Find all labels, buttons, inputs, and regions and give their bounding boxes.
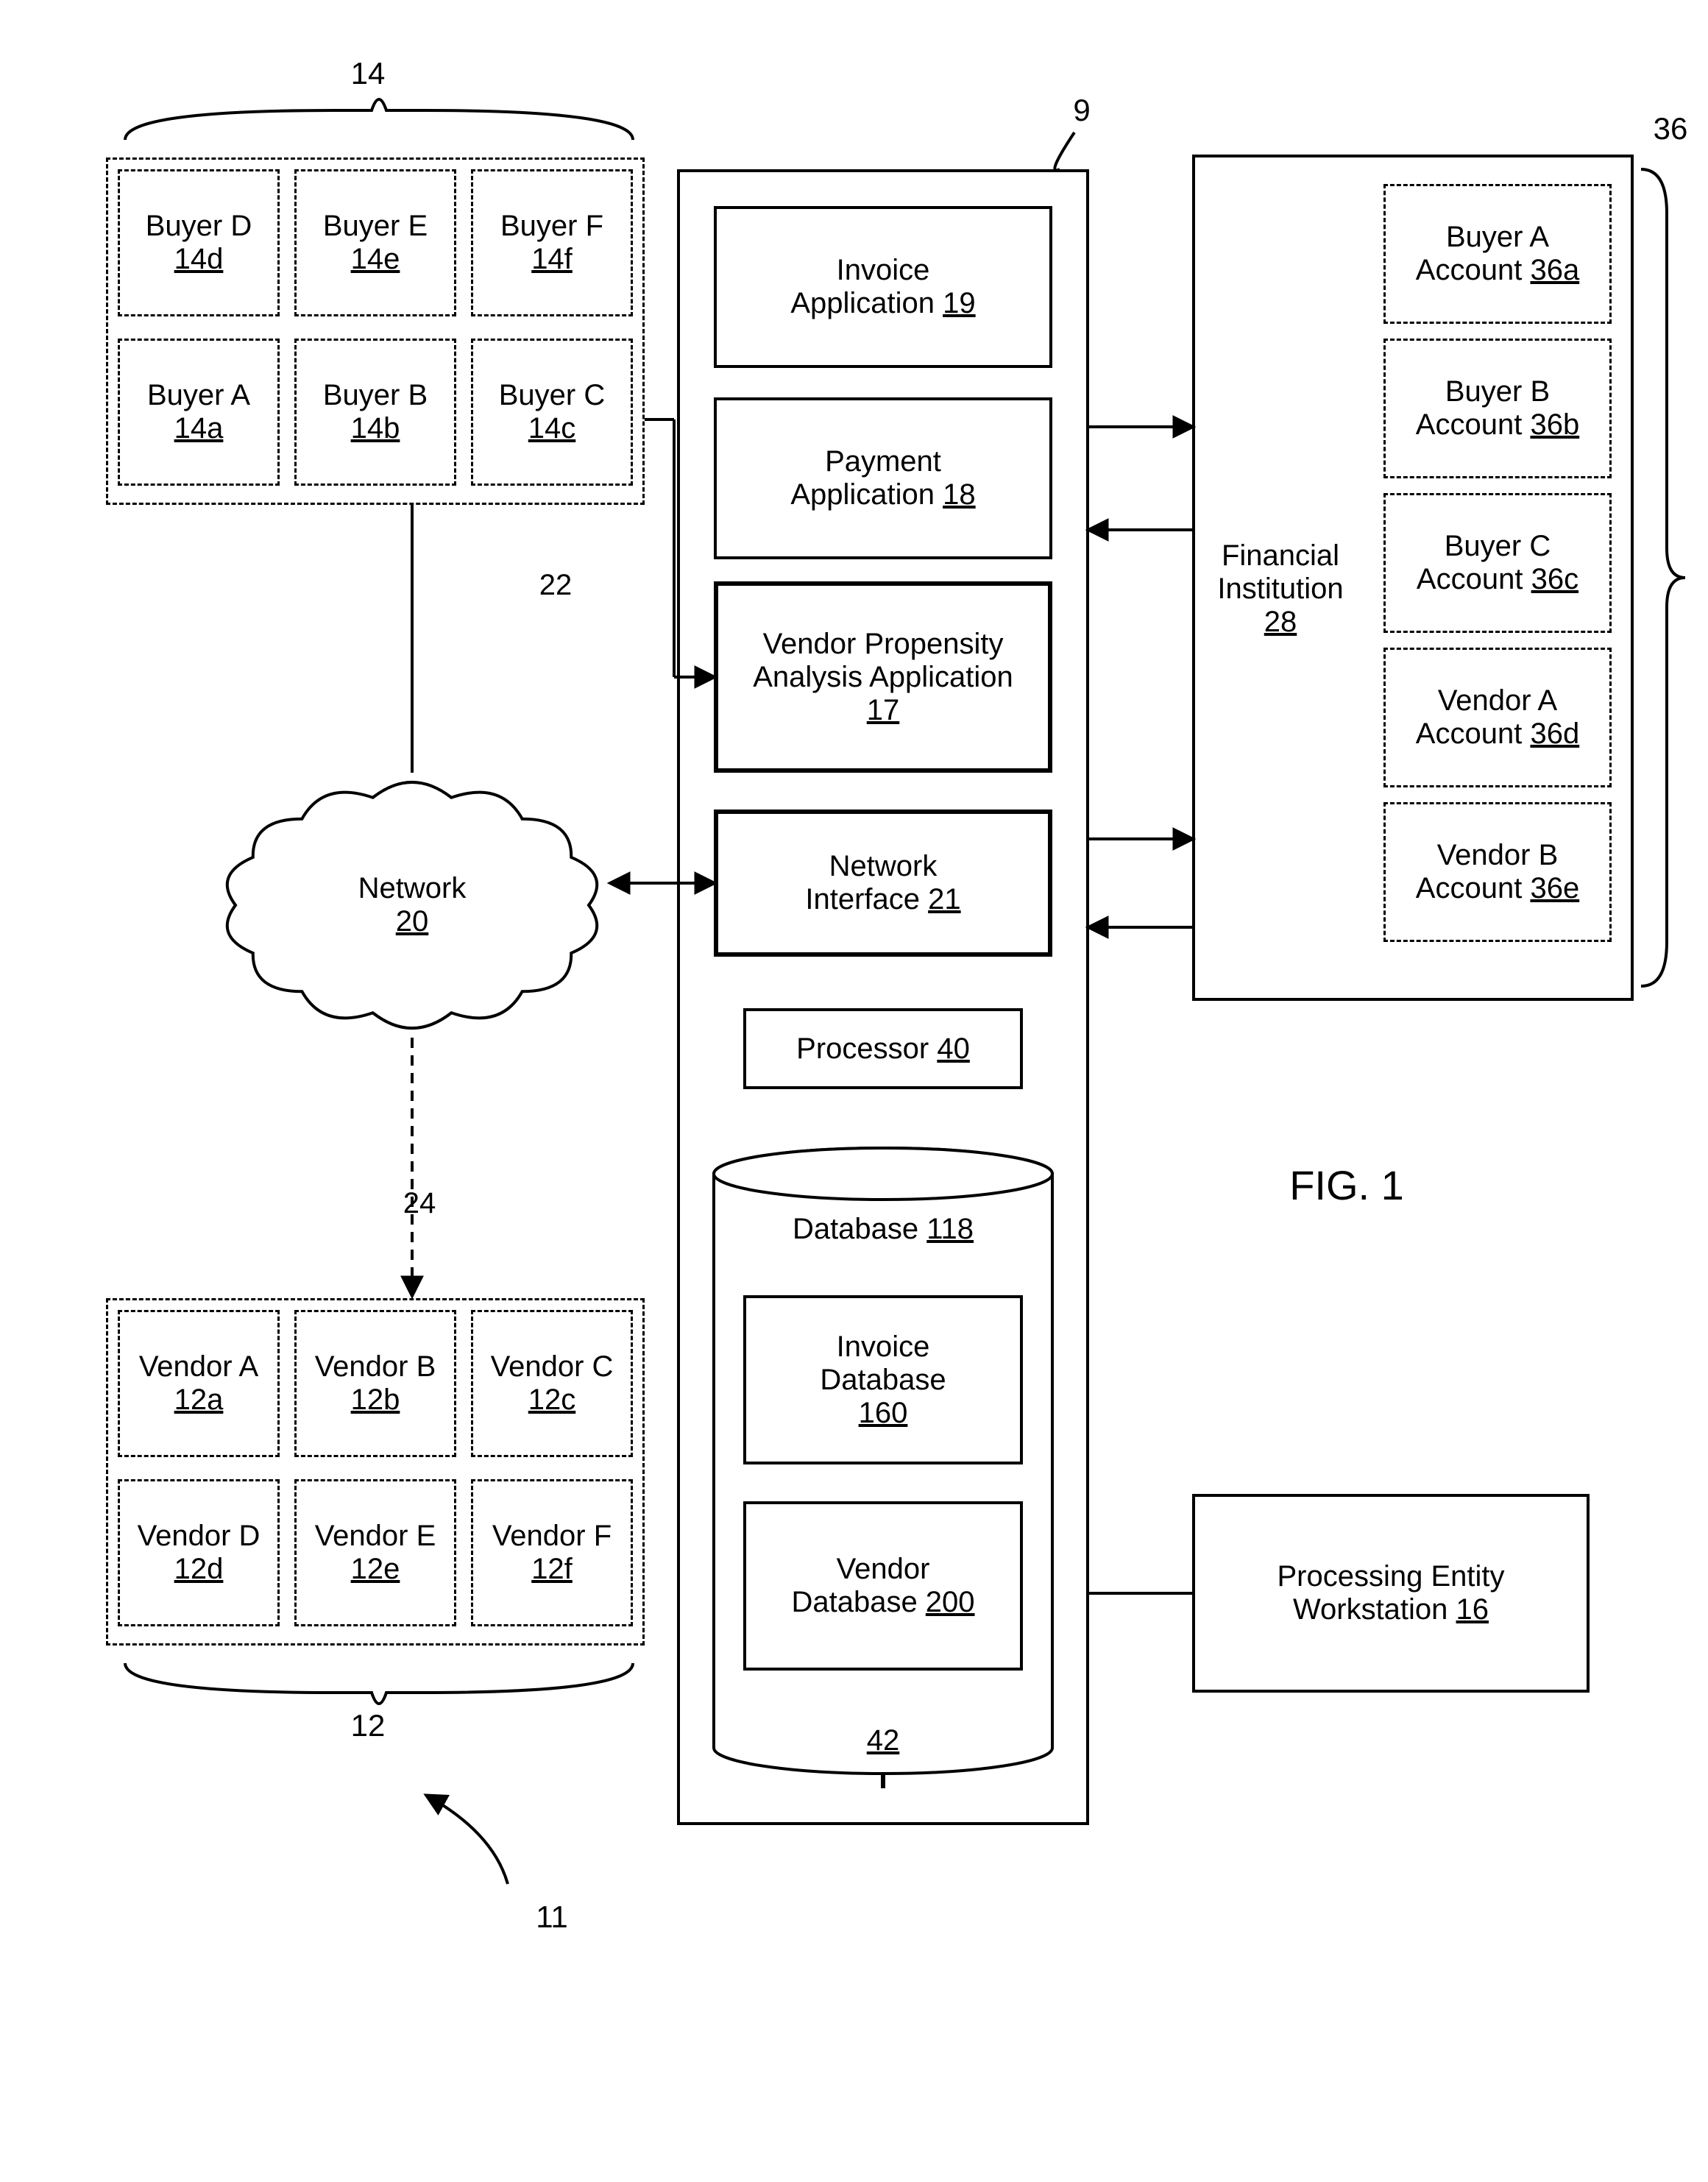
buyer-box-14b: Buyer B14b [294,339,456,486]
link-24-label: 24 [394,1185,445,1222]
accounts-brace-ref: 36 [1641,110,1700,147]
buyer-box-14a: Buyer A14a [118,339,280,486]
vendor-box-12a: Vendor A12a [118,1310,280,1457]
buyer-box-14c: Buyer C14c [471,339,633,486]
buyer-box-14e: Buyer E14e [294,169,456,316]
invoice-database-box: Invoice Database 160 [743,1295,1023,1464]
account-box-36c: Buyer CAccount 36c [1383,493,1612,633]
buyer-box-14d: Buyer D14d [118,169,280,316]
vendors-group-ref: 12 [339,1707,397,1744]
invoice-app-box: Invoice Application 19 [714,206,1052,368]
network-interface-box: Network Interface 21 [714,810,1052,957]
account-box-36a: Buyer AAccount 36a [1383,184,1612,324]
vendor-box-12c: Vendor C12c [471,1310,633,1457]
figure-label: FIG. 1 [1251,1155,1442,1214]
database-outer-label: Database 118 [714,1200,1052,1258]
account-box-36b: Buyer BAccount 36b [1383,339,1612,478]
vendor-box-12b: Vendor B12b [294,1310,456,1457]
workstation-box: Processing Entity Workstation 16 [1192,1494,1590,1693]
vendor-database-box: Vendor Database 200 [743,1501,1023,1671]
buyers-group-ref: 14 [339,55,397,92]
payment-app-box: Payment Application 18 [714,397,1052,559]
server-block-ref: 9 [1060,92,1104,129]
buyer-box-14f: Buyer F14f [471,169,633,316]
financial-institution-label: Financial Institution 28 [1207,515,1354,662]
account-box-36d: Vendor AAccount 36d [1383,648,1612,787]
vendor-box-12f: Vendor F12f [471,1479,633,1626]
vendor-box-12e: Vendor E12e [294,1479,456,1626]
account-box-36e: Vendor BAccount 36e [1383,802,1612,942]
link-22-label: 22 [530,567,581,603]
system-arrow-ref: 11 [522,1899,581,1935]
propensity-app-box: Vendor Propensity Analysis Application 1… [714,581,1052,773]
processor-box: Processor 40 [743,1008,1023,1089]
vendor-box-12d: Vendor D12d [118,1479,280,1626]
memory-ref: 42 [854,1722,913,1759]
network-cloud-label: Network20 [324,865,500,946]
diagram-stage: Buyer D14dBuyer E14eBuyer F14f Buyer A14a… [0,0,1708,2182]
